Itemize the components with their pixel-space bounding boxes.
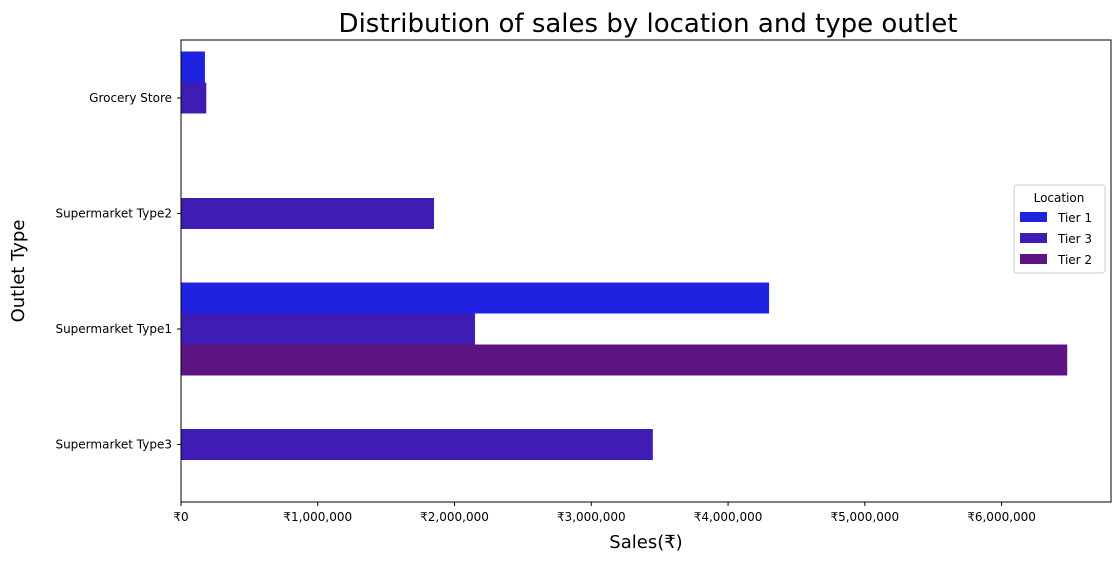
x-tick-label: ₹6,000,000 bbox=[967, 510, 1036, 524]
legend-label-tier-3: Tier 3 bbox=[1057, 232, 1092, 246]
bar-tier-3-supermarket-type3 bbox=[181, 429, 653, 460]
legend: Location Tier 1 Tier 3 Tier 2 bbox=[1013, 184, 1106, 274]
legend-swatch-tier-1 bbox=[1020, 212, 1047, 222]
x-tick-label: ₹0 bbox=[173, 510, 188, 524]
legend-label-tier-1: Tier 1 bbox=[1057, 211, 1092, 225]
legend-entries: Tier 1 Tier 3 Tier 2 bbox=[1020, 211, 1092, 267]
bar-tier-3-supermarket-type1 bbox=[181, 313, 476, 345]
y-tick-label: Grocery Store bbox=[89, 91, 172, 105]
bar-tier-2-supermarket-type1 bbox=[181, 344, 1068, 376]
y-axis-title: Outlet Type bbox=[8, 220, 29, 323]
y-tick-label: Supermarket Type3 bbox=[55, 438, 172, 452]
x-axis: ₹0 ₹1,000,000 ₹2,000,000 ₹3,000,000 ₹4,000,0… bbox=[173, 502, 1036, 524]
bar-tier-1-grocery-store bbox=[181, 51, 205, 83]
x-axis-title: Sales(₹) bbox=[609, 532, 682, 553]
legend-title: Location bbox=[1034, 191, 1085, 205]
legend-box bbox=[1013, 184, 1106, 274]
y-tick-label: Supermarket Type1 bbox=[55, 322, 172, 336]
plot-frame bbox=[180, 39, 1112, 503]
legend-swatch-tier-3 bbox=[1020, 233, 1047, 243]
x-tick-label: ₹4,000,000 bbox=[694, 510, 763, 524]
plot-area bbox=[181, 51, 1068, 460]
x-tick-label: ₹1,000,000 bbox=[283, 510, 352, 524]
legend-swatch-tier-2 bbox=[1020, 254, 1047, 264]
chart-title: Distribution of sales by location and ty… bbox=[339, 9, 958, 39]
x-tick-label: ₹5,000,000 bbox=[830, 510, 899, 524]
y-tick-label: Supermarket Type2 bbox=[55, 207, 172, 221]
bar-tier-3-supermarket-type2 bbox=[181, 198, 435, 229]
bar-tier-1-supermarket-type1 bbox=[181, 282, 770, 314]
x-tick-label: ₹3,000,000 bbox=[557, 510, 626, 524]
bar-tier-3-grocery-store bbox=[181, 82, 207, 114]
legend-label-tier-2: Tier 2 bbox=[1057, 253, 1092, 267]
x-tick-label: ₹2,000,000 bbox=[420, 510, 489, 524]
y-axis: Grocery Store Supermarket Type2 Supermarke… bbox=[55, 91, 181, 452]
